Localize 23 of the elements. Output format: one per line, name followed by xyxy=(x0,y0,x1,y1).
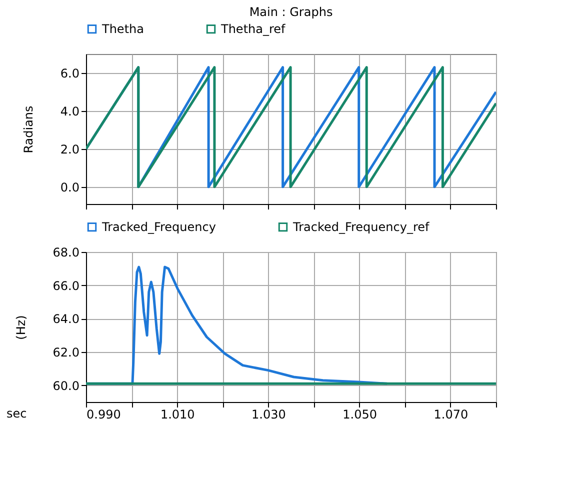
x-axis-title: sec xyxy=(6,406,27,420)
legend-label: Tracked_Frequency_ref xyxy=(292,220,430,234)
legend-label: Tracked_Frequency xyxy=(101,220,216,234)
y-tick-label: 2.0 xyxy=(60,142,80,156)
y-tick-label: 66.0 xyxy=(52,278,80,293)
y-tick-label: 62.0 xyxy=(52,346,80,360)
y-axis-title: Radians xyxy=(21,106,36,154)
x-tick-label: 1.010 xyxy=(160,408,195,422)
x-tick-label: 1.070 xyxy=(434,408,468,422)
y-tick-label: 64.0 xyxy=(52,312,80,326)
y-axis-title: (Hz) xyxy=(14,315,28,340)
legend-label: Thetha_ref xyxy=(220,22,286,36)
x-tick-label: 1.050 xyxy=(342,408,378,422)
chart-title: Main : Graphs xyxy=(249,5,333,19)
y-tick-label: 68.0 xyxy=(52,246,80,260)
y-tick-label: 4.0 xyxy=(60,104,80,118)
y-tick-label: 0.0 xyxy=(60,180,80,194)
x-tick-label: 1.030 xyxy=(252,408,286,422)
legend-label: Thetha xyxy=(101,22,144,36)
line-series xyxy=(86,66,496,188)
x-tick-label: 0.990 xyxy=(86,408,121,422)
y-tick-label: 6.0 xyxy=(60,66,80,80)
y-tick-label: 60.0 xyxy=(52,378,80,393)
